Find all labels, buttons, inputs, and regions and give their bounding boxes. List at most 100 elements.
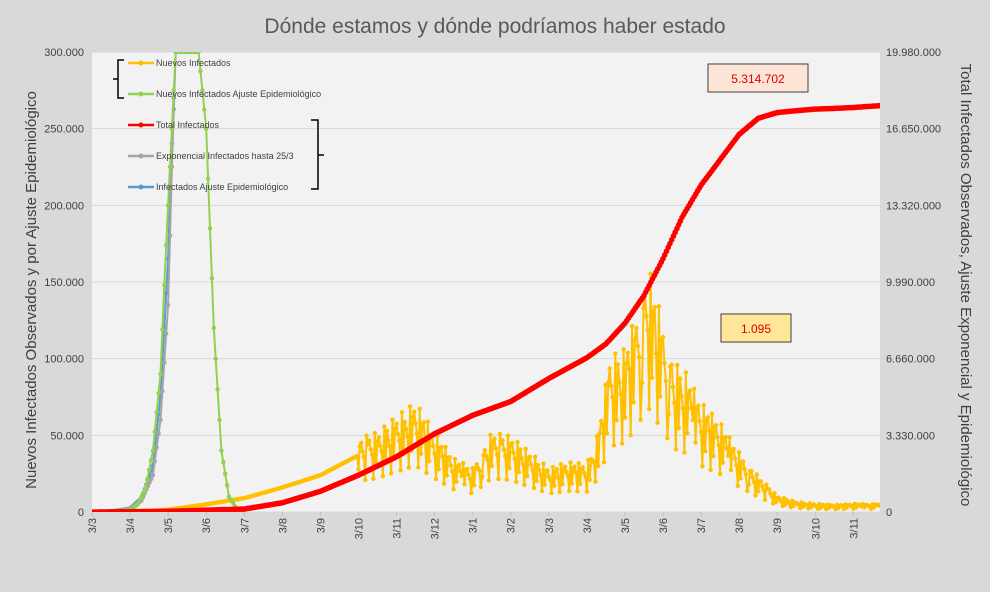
data-point — [576, 461, 581, 466]
data-point — [628, 433, 633, 438]
data-point — [421, 420, 426, 425]
data-point — [769, 494, 774, 499]
data-point — [662, 360, 667, 366]
data-point — [221, 460, 226, 465]
data-point — [760, 484, 765, 489]
data-point — [414, 431, 420, 436]
data-point — [148, 458, 154, 463]
data-point — [158, 371, 163, 377]
data-point — [651, 308, 656, 313]
data-point — [728, 467, 734, 473]
data-point — [137, 498, 142, 503]
data-point — [139, 494, 144, 499]
data-point — [164, 331, 169, 336]
data-point — [723, 434, 728, 440]
data-point — [766, 487, 772, 492]
data-point — [698, 429, 704, 435]
data-point — [394, 421, 399, 426]
x-tick-label: 3/4 — [582, 518, 594, 533]
x-tick-label: 3/8 — [734, 518, 746, 533]
data-point — [550, 464, 556, 470]
data-point — [484, 453, 489, 459]
legend-label: Nuevos Infectados Ajuste Epidemiológico — [156, 89, 321, 99]
left-tick-label: 50.000 — [50, 430, 84, 442]
data-point — [754, 472, 759, 477]
data-point — [742, 467, 747, 472]
legend-marker — [138, 91, 144, 97]
data-point — [439, 444, 444, 450]
data-point — [507, 465, 512, 471]
data-point — [647, 406, 652, 412]
data-point — [583, 474, 588, 480]
data-point — [700, 464, 705, 469]
data-point — [363, 477, 368, 483]
data-point — [486, 478, 492, 483]
left-axis-label: Nuevos Infectados Observados y por Ajust… — [23, 91, 40, 489]
data-point — [359, 440, 364, 446]
annotation-total-text: 5.314.702 — [731, 72, 785, 86]
data-point — [365, 441, 371, 447]
data-point — [606, 380, 611, 385]
data-point — [719, 422, 724, 427]
data-point — [402, 419, 407, 425]
data-point — [511, 450, 516, 455]
data-point — [388, 471, 394, 476]
data-point — [708, 467, 713, 472]
data-point — [477, 468, 482, 473]
data-point — [672, 400, 677, 405]
data-point — [556, 475, 561, 480]
data-point — [687, 388, 693, 393]
data-point — [727, 435, 732, 440]
data-point — [745, 488, 750, 494]
data-point — [496, 476, 501, 482]
data-point — [564, 469, 569, 475]
x-tick-label: 3/9 — [315, 518, 327, 533]
data-point — [167, 164, 173, 170]
data-point — [418, 451, 424, 456]
right-tick-label: 0 — [886, 507, 892, 519]
data-point — [456, 462, 462, 468]
data-point — [515, 439, 520, 445]
chart-title: Dónde estamos y dónde podríamos haber es… — [264, 15, 725, 38]
data-point — [673, 447, 679, 452]
data-point — [558, 462, 564, 467]
x-tick-label: 3/5 — [620, 518, 632, 533]
data-point — [535, 462, 541, 468]
annotation-new: 1.095 — [720, 313, 792, 343]
data-point — [219, 448, 224, 453]
data-point — [393, 426, 398, 431]
data-point — [141, 490, 146, 495]
data-point — [372, 430, 377, 436]
data-point — [440, 454, 445, 459]
data-point — [209, 276, 215, 281]
data-point — [537, 467, 542, 473]
x-tick-label: 3/11 — [848, 518, 860, 539]
data-point — [471, 483, 477, 488]
data-point — [497, 431, 503, 437]
data-point — [680, 406, 686, 411]
data-point — [772, 491, 777, 496]
data-point — [488, 432, 493, 437]
right-tick-label: 3.330.000 — [886, 430, 935, 442]
data-point — [160, 388, 165, 394]
data-point — [534, 478, 539, 483]
data-point — [625, 350, 630, 355]
data-point — [167, 233, 173, 238]
data-point — [493, 446, 498, 451]
data-point — [367, 438, 372, 443]
data-point — [779, 499, 784, 504]
data-point — [450, 469, 455, 474]
series-2 — [92, 102, 880, 512]
right-axis-label: Total Infectados Observados, Ajuste Expo… — [957, 64, 974, 507]
data-point — [384, 428, 390, 434]
data-point — [523, 446, 528, 451]
data-point — [652, 304, 657, 310]
x-tick-label: 3/8 — [277, 518, 289, 533]
data-point — [634, 325, 639, 331]
left-tick-label: 200.000 — [44, 200, 84, 212]
data-point — [653, 351, 659, 356]
series-layer — [92, 52, 880, 512]
data-point — [368, 447, 373, 452]
data-point — [584, 489, 590, 494]
data-point — [164, 291, 169, 296]
